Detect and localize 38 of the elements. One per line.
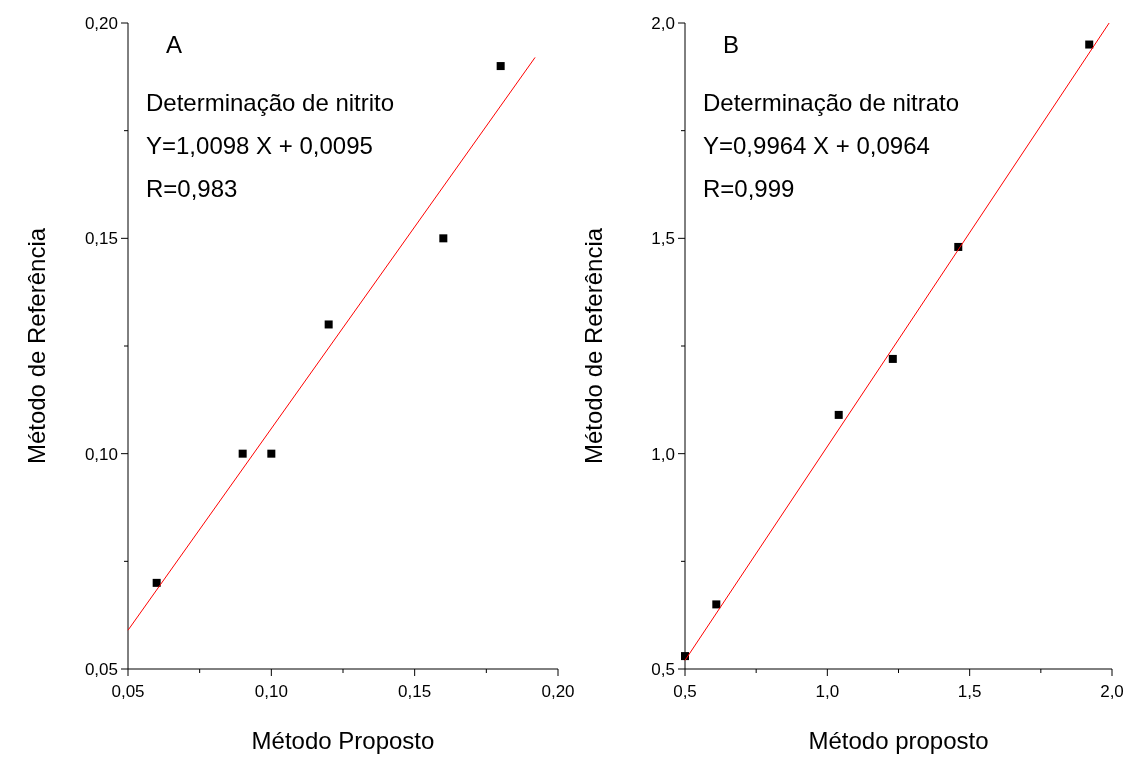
annotation: Determinação de nitrito [146,89,395,116]
y-tick-label: 2,0 [651,14,675,33]
point [439,234,448,243]
annotation: Y=1,0098 X + 0,0095 [146,132,373,159]
x-tick-label: 0,05 [111,682,145,701]
y-axis-title: Método de Referência [580,227,607,465]
point [152,578,161,587]
point [834,410,843,419]
x-tick-label: 1,5 [957,682,982,701]
x-tick-label: 0,10 [254,682,288,701]
point [267,449,276,458]
annotation: R=0,983 [146,175,238,202]
annotation: Y=0,9964 X + 0,0964 [703,132,930,159]
annotation: A [166,31,183,58]
y-tick-label: 0,15 [84,229,118,249]
x-tick-label: 0,5 [673,682,697,701]
y-tick-label: 1,0 [651,444,675,464]
x-axis-title: Método proposto [808,727,989,754]
point [238,449,247,458]
y-tick-label: 0,5 [651,660,675,679]
point [496,62,505,71]
x-axis-title: Método Proposto [251,727,435,754]
point [888,354,897,363]
y-tick-label: 0,10 [84,444,118,464]
point [324,320,333,329]
x-tick-label: 1,0 [815,682,840,701]
y-axis-title: Método de Referência [23,227,50,465]
point [712,600,721,609]
annotation: R=0,999 [703,175,795,202]
annotation: B [723,31,740,58]
y-tick-label: 0,20 [84,14,118,33]
annotation: Determinação de nitrato [703,89,960,116]
y-tick-label: 0,05 [84,660,118,679]
y-tick-label: 1,5 [651,229,675,249]
x-tick-label: 2,0 [1100,682,1124,701]
x-tick-label: 0,15 [398,682,432,701]
x-tick-label: 0,20 [541,682,575,701]
point [1085,40,1094,49]
